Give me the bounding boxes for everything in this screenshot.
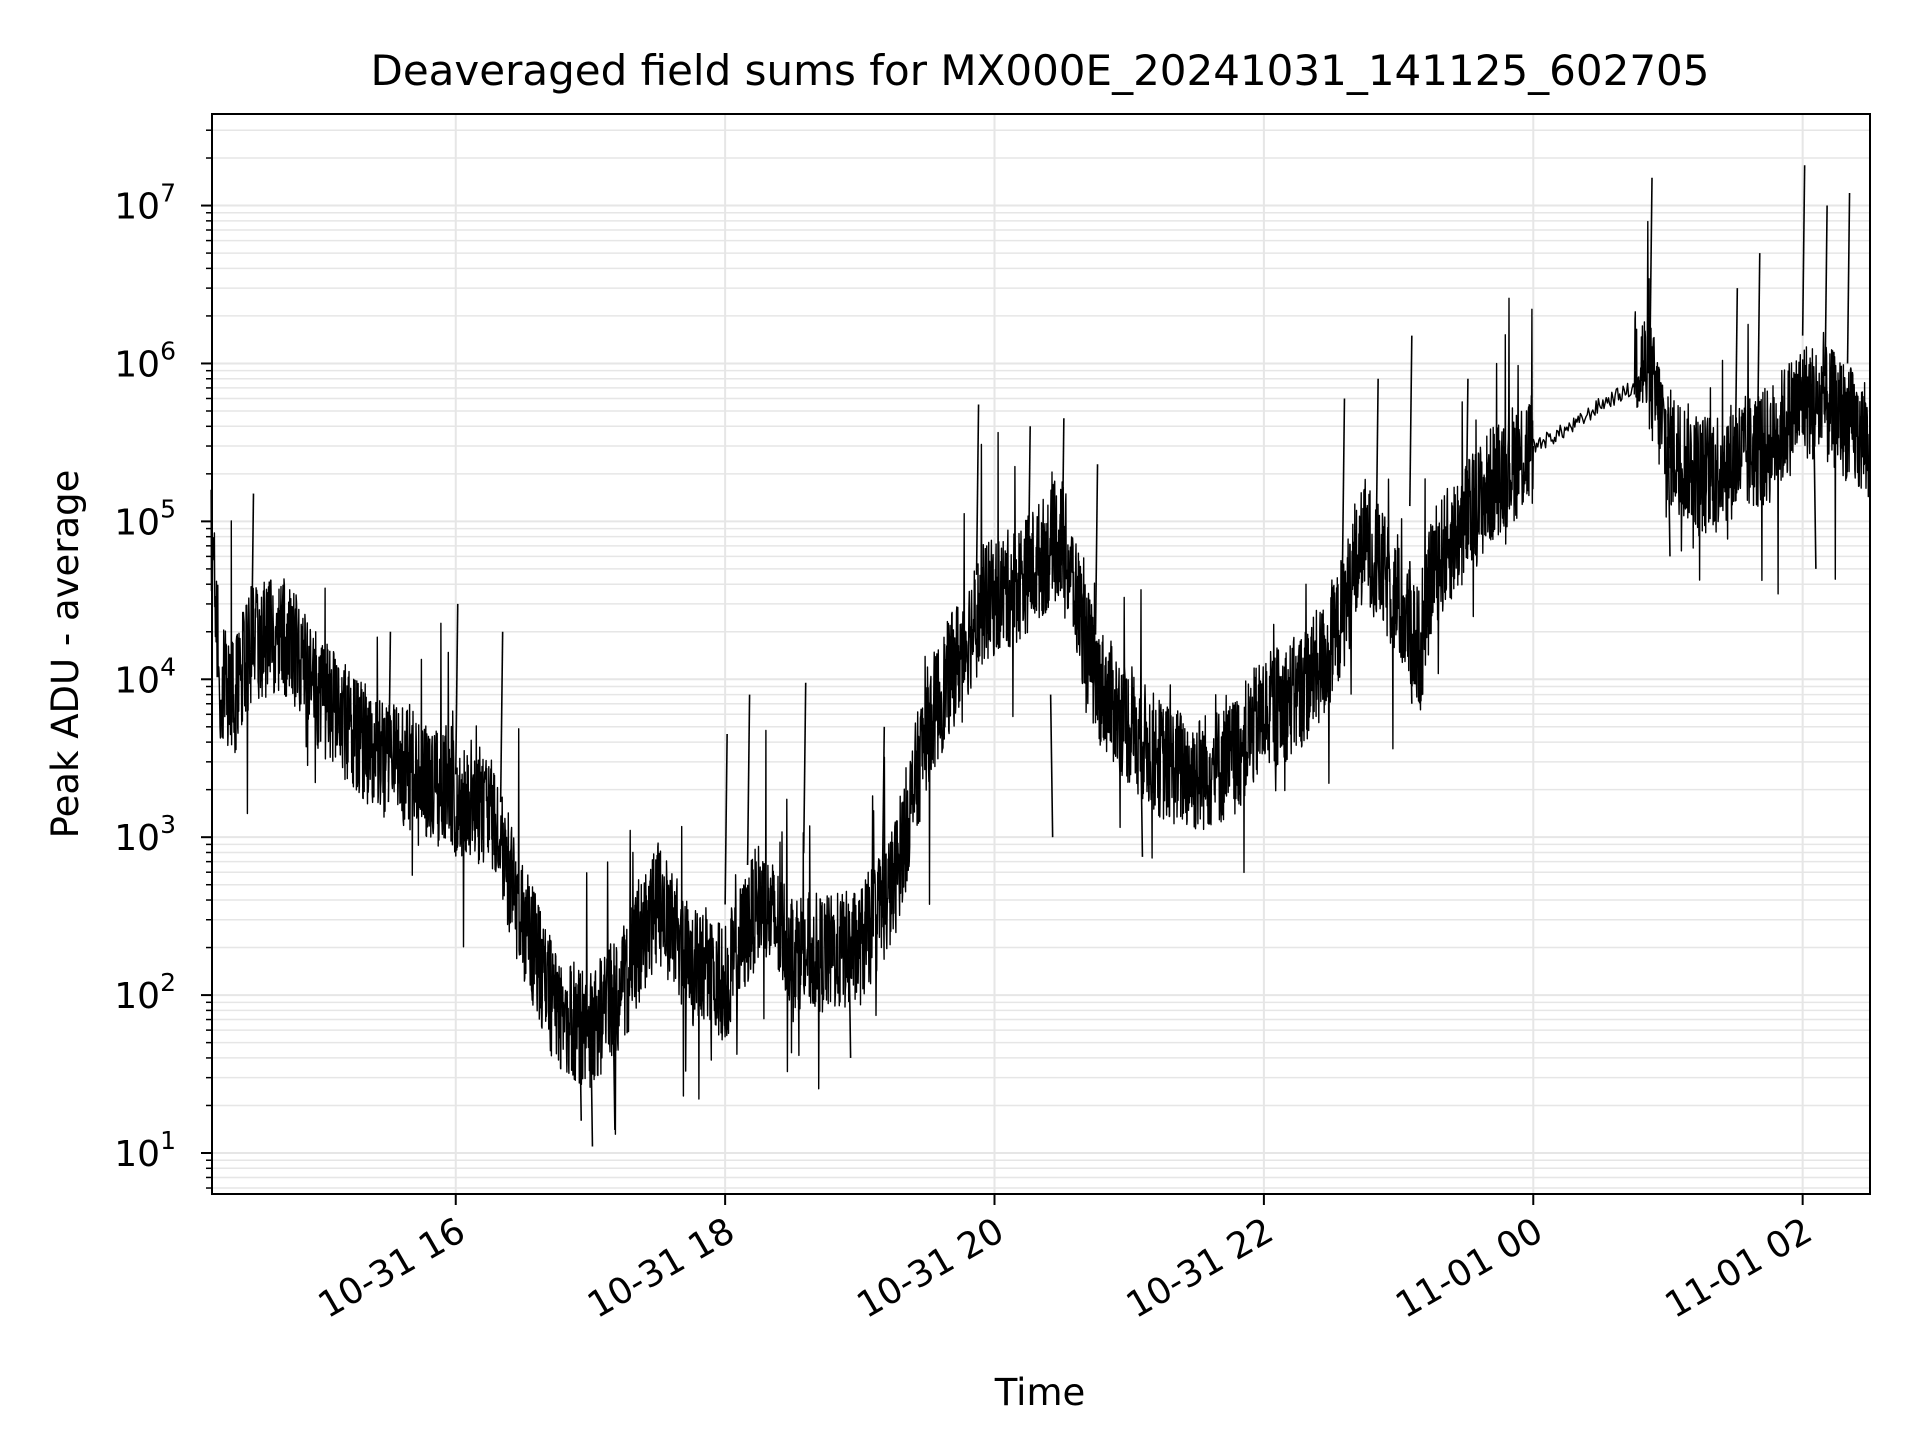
data-spike [499, 631, 504, 803]
data-spike [250, 493, 255, 664]
y-tick-label: 102 [114, 968, 176, 1017]
data-dip [1139, 714, 1144, 857]
data-spike [746, 694, 751, 866]
data-spike [1409, 335, 1413, 507]
data-spike [1734, 288, 1739, 459]
minor-grid [212, 129, 1870, 1189]
data-spike [1756, 253, 1761, 424]
data-dip [1049, 694, 1054, 838]
data-dip [1813, 426, 1817, 569]
y-tick-label: 106 [114, 336, 176, 385]
data-dip [589, 1003, 594, 1147]
data-spike [1375, 378, 1379, 550]
data-spike [724, 734, 728, 905]
plot-lines [210, 165, 1871, 1147]
data-series-line [1532, 382, 1635, 453]
x-axis-label: Time [994, 1371, 1086, 1414]
data-dip [1409, 561, 1413, 704]
y-tick-label: 103 [114, 810, 176, 859]
data-spike [1465, 378, 1469, 550]
data-spike [881, 726, 886, 898]
data-spike [802, 682, 807, 854]
data-spike [387, 631, 392, 803]
plot-frame [211, 113, 1871, 1195]
y-tick-label: 104 [114, 652, 176, 701]
data-series-line [1633, 220, 1871, 595]
data-spike [454, 603, 459, 775]
data-spike [1824, 205, 1828, 376]
data-spike [1094, 464, 1099, 635]
data-spike [1649, 177, 1653, 349]
y-tick-label: 101 [114, 1126, 176, 1175]
data-spike [1846, 193, 1851, 364]
y-axis-label: Peak ADU - average [44, 470, 87, 839]
y-axis: 101 102 103 104 105 106 107 [114, 129, 212, 1189]
data-dip [612, 987, 616, 1130]
data-spike [1341, 398, 1346, 569]
y-tick-label: 105 [114, 494, 176, 543]
data-spike [975, 404, 980, 575]
data-spike [1801, 165, 1806, 336]
chart-title: Deaveraged field sums for MX000E_2024103… [371, 46, 1710, 95]
data-dip [847, 915, 852, 1058]
data-spike [1061, 418, 1065, 589]
data-series-line [210, 297, 1534, 1135]
y-tick-label: 107 [114, 179, 176, 228]
data-dip [578, 978, 583, 1121]
data-dip [1667, 413, 1671, 557]
data-spike [1027, 426, 1031, 597]
